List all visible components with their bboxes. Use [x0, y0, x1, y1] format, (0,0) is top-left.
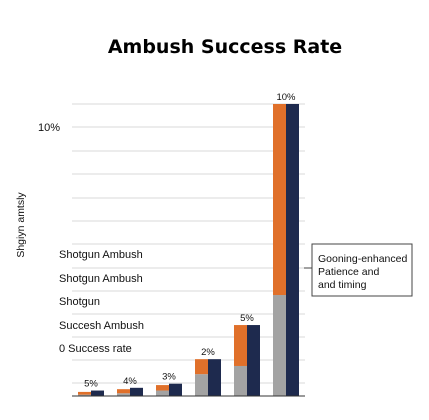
bar-gray-segment [195, 374, 208, 396]
bar-orange-segment [117, 389, 130, 394]
bar-gray-segment [234, 365, 247, 396]
left-label-2: Shotgun Ambush [59, 273, 143, 285]
bar-navy-column [130, 387, 143, 396]
bar-orange-segment [156, 385, 169, 391]
bar-navy-column [169, 383, 182, 396]
annotation-box [311, 243, 413, 297]
bar-navy-column [91, 390, 104, 396]
bar-orange-segment [273, 104, 286, 296]
annotation-line-2: Patience and [318, 266, 379, 278]
left-labels: Shotgun Ambush Shotgun Ambush Shotgun Su… [59, 249, 144, 355]
bar-gray-segment [273, 295, 286, 396]
annotation: Gooning-enhanced Patience and and timing [304, 243, 413, 297]
y-tick-top: 10% [38, 122, 60, 134]
bar-gray-segment [156, 390, 169, 396]
bar-navy-column [208, 359, 221, 396]
bar-value-label: 5% [84, 379, 98, 390]
gridlines [72, 103, 305, 384]
bar-value-label: 10% [276, 92, 296, 103]
left-label-5: 0 Success rate [59, 343, 132, 355]
bar-value-label: 4% [123, 376, 137, 387]
left-label-3: Shotgun [59, 296, 100, 308]
bar-gray-segment [117, 393, 130, 396]
bar-value-label: 5% [240, 313, 254, 324]
annotation-line-3: and timing [318, 279, 367, 291]
chart-title: Ambush Success Rate [108, 36, 342, 58]
bar-labels: 5% 4% 3% 2% 5% 10% [84, 92, 296, 390]
bar-orange-segment [195, 359, 208, 375]
bar-orange-segment [78, 391, 91, 395]
bar-value-label: 2% [201, 347, 215, 358]
bar-navy-column [286, 104, 299, 396]
bar-gray-segment [78, 394, 91, 396]
bar-navy-column [247, 325, 260, 396]
bar-value-label: 3% [162, 372, 176, 383]
left-label-4: Succesh Ambush [59, 320, 144, 332]
left-label-1: Shotgun Ambush [59, 249, 143, 261]
y-axis-label: Shgiyn amtsly [15, 192, 27, 258]
bar-orange-segment [234, 325, 247, 366]
annotation-line-1: Gooning-enhanced [318, 253, 407, 265]
bars [78, 104, 299, 396]
